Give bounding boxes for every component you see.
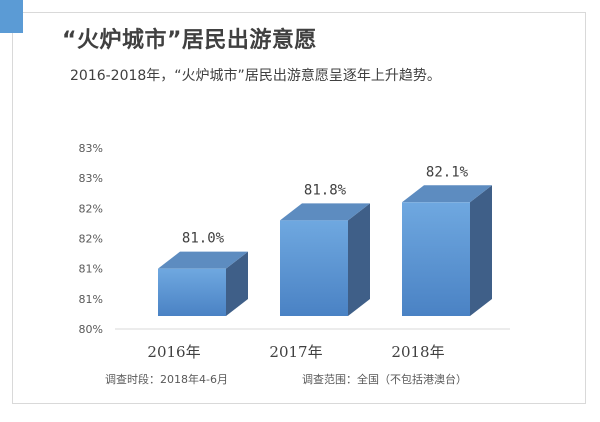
y-tick-label: 81% — [79, 293, 103, 306]
y-tick-label: 83% — [79, 142, 103, 155]
y-tick-label: 82% — [79, 233, 103, 246]
bar — [280, 203, 370, 316]
x-axis: 2016年 2017年 2018年 — [147, 343, 444, 361]
bar-front-face — [280, 220, 348, 316]
accent-block — [0, 0, 23, 33]
data-label: 81.0% — [182, 231, 225, 247]
category-label: 2017年 — [269, 343, 322, 361]
data-label: 81.8% — [304, 182, 347, 198]
category-label: 2016年 — [147, 343, 200, 361]
bar-side-face — [348, 203, 370, 316]
data-label: 82.1% — [426, 164, 469, 180]
bar-top-face — [402, 185, 492, 203]
y-tick-label: 82% — [79, 202, 103, 215]
bar-top-face — [158, 251, 248, 269]
category-label: 2018年 — [391, 343, 444, 361]
y-tick-label: 81% — [79, 263, 103, 276]
bars — [158, 185, 492, 316]
bar-front-face — [402, 202, 470, 316]
chart-title: “火炉城市”居民出游意愿 — [62, 28, 317, 53]
survey-scope-note: 调查范围：全国（不包括港澳台） — [302, 373, 467, 386]
data-labels: 81.0% 81.8% 82.1% — [182, 164, 469, 246]
bar-front-face — [158, 268, 226, 316]
chart-subtitle: 2016-2018年，“火炉城市”居民出游意愿呈逐年上升趋势。 — [70, 68, 441, 84]
y-axis: 80% 81% 81% 82% 82% 83% 83% — [79, 142, 510, 336]
bar — [158, 251, 248, 316]
bar-side-face — [226, 251, 248, 316]
bar — [402, 185, 492, 316]
bar-top-face — [280, 203, 370, 221]
y-tick-label: 80% — [79, 323, 103, 336]
survey-period-note: 调查时段：2018年4-6月 — [105, 373, 228, 386]
bar-side-face — [470, 185, 492, 316]
y-tick-label: 83% — [79, 172, 103, 185]
